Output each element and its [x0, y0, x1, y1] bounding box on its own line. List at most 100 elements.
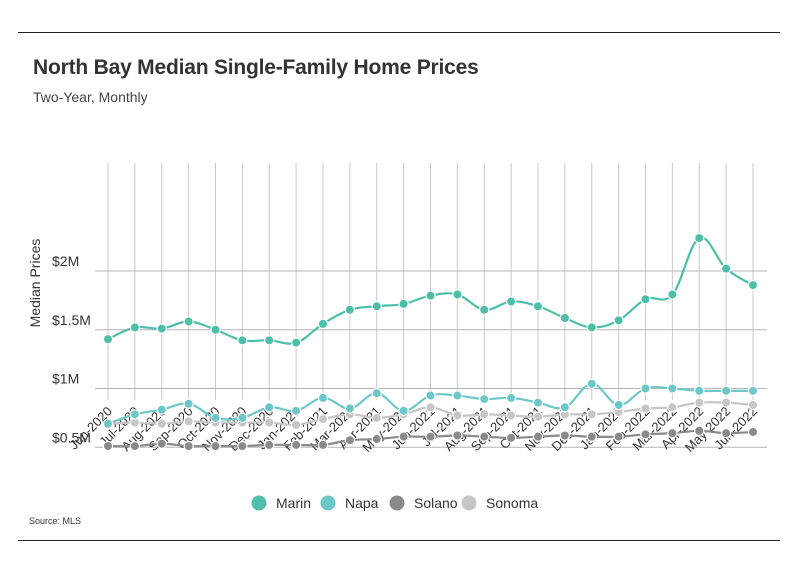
solano-point [479, 431, 490, 442]
solano-point [129, 440, 141, 452]
marin-point [505, 296, 517, 307]
sonoma-point [156, 418, 167, 429]
legend-marker-solano [389, 495, 405, 511]
marin-point [586, 322, 597, 333]
napa-point [559, 402, 571, 413]
napa-point [613, 399, 624, 411]
legend-label-napa: Napa [345, 495, 379, 511]
marin-point [747, 279, 759, 291]
chart-subtitle: Two-Year, Monthly [33, 89, 148, 105]
solano-point [264, 439, 275, 451]
solano-point [613, 431, 624, 442]
sonoma-point [452, 410, 463, 421]
legend-marker-marin [251, 495, 267, 511]
bottom-rule [18, 540, 780, 541]
marin-point [237, 335, 248, 346]
chart-title: North Bay Median Single-Family Home Pric… [33, 56, 479, 79]
y-tick-label: $1M [52, 371, 79, 387]
solano-point [720, 427, 732, 439]
solano-point [344, 435, 356, 446]
series-group [102, 232, 759, 452]
solano-point [183, 440, 194, 452]
napa-point [532, 397, 544, 408]
napa-point [210, 412, 221, 424]
solano-point [398, 431, 409, 442]
napa-point [505, 392, 517, 404]
legend-item-napa: Napa [320, 495, 379, 511]
sonoma-point [667, 402, 678, 413]
legend-label-marin: Marin [276, 495, 311, 511]
y-axis-ticks: $0.5M $1M $1.5M $2M [52, 253, 91, 445]
marin-point [425, 290, 436, 301]
sonoma-point [694, 397, 705, 408]
napa-point [102, 418, 114, 429]
marin-point [156, 323, 167, 334]
series-solano [102, 425, 759, 452]
napa-point [720, 385, 732, 397]
sonoma-point [747, 399, 759, 411]
napa-point [183, 398, 194, 409]
marin-point [667, 289, 678, 300]
napa-point [694, 385, 705, 397]
napa-point [344, 403, 356, 414]
marin-point [344, 304, 356, 315]
sonoma-point [640, 403, 651, 414]
legend-marker-napa [320, 495, 336, 511]
solano-point [667, 427, 678, 439]
sonoma-point [479, 409, 490, 420]
napa-point [747, 385, 759, 397]
marin-point [640, 294, 651, 305]
napa-point [452, 390, 463, 401]
legend-item-solano: Solano [389, 495, 458, 511]
sonoma-point [425, 402, 436, 413]
napa-point [290, 405, 302, 417]
napa-point [398, 405, 409, 417]
solano-point [452, 430, 463, 441]
sonoma-point [532, 411, 544, 422]
marin-point [720, 263, 732, 274]
marin-point [532, 301, 544, 312]
series-marin [102, 232, 759, 348]
legend-item-marin: Marin [251, 495, 311, 511]
marin-point [479, 304, 490, 315]
napa-point [156, 404, 167, 415]
marin-point [102, 333, 114, 345]
sonoma-point [317, 413, 329, 425]
marin-point [398, 298, 409, 310]
sonoma-point [371, 412, 382, 424]
marin-point [371, 301, 382, 312]
marin-point [210, 324, 221, 335]
solano-point [505, 432, 517, 444]
legend: Marin Napa Solano Sonoma [251, 495, 538, 511]
napa-point [317, 392, 329, 404]
legend-label-sonoma: Sonoma [486, 495, 538, 511]
solano-point [371, 433, 382, 445]
sonoma-point [720, 397, 732, 408]
solano-point [317, 439, 329, 451]
marin-point [317, 318, 329, 330]
solano-point [532, 431, 544, 442]
napa-point [586, 378, 597, 389]
sonoma-point [183, 416, 194, 427]
solano-point [102, 440, 114, 452]
top-rule [18, 32, 780, 33]
legend-marker-sonoma [461, 495, 477, 511]
solano-point [559, 430, 571, 441]
solano-point [290, 439, 302, 451]
marin-point [613, 315, 624, 326]
marin-point [559, 312, 571, 324]
sonoma-point [505, 410, 517, 421]
y-tick-label: $2M [52, 253, 79, 269]
solano-point [156, 438, 167, 449]
solano-point [747, 426, 759, 438]
solano-point [586, 431, 597, 442]
legend-item-sonoma: Sonoma [461, 495, 538, 511]
marin-point [183, 316, 194, 327]
marin-point [694, 232, 705, 244]
napa-point [667, 383, 678, 394]
napa-point [237, 412, 248, 424]
solano-point [210, 440, 221, 452]
napa-point [479, 393, 490, 405]
y-tick-label: $1.5M [52, 312, 91, 328]
